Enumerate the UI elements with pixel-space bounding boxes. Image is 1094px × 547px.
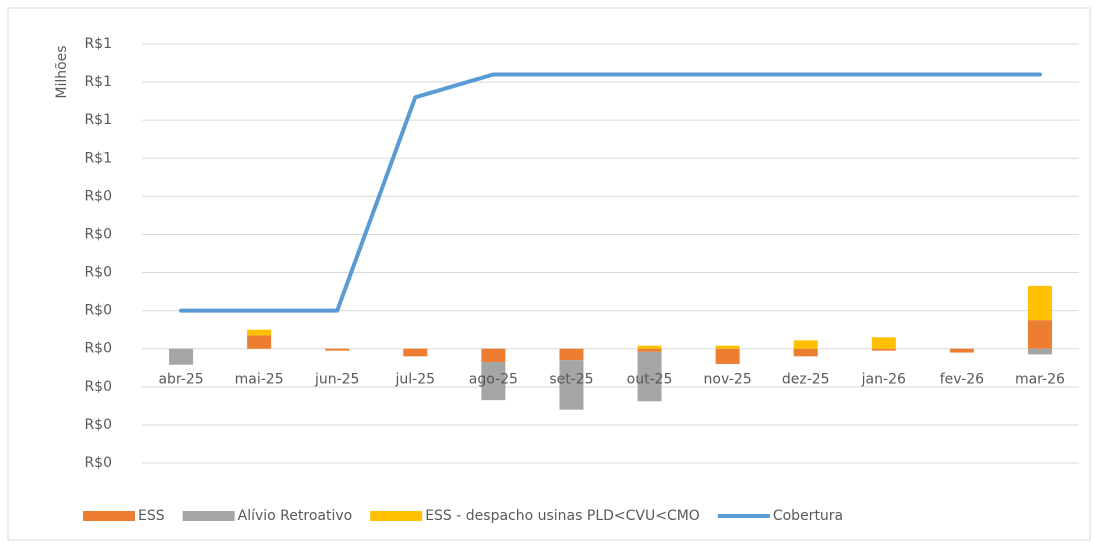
bar: [637, 345, 662, 349]
bar: [559, 348, 584, 361]
bar: [715, 348, 740, 364]
y-tick-label: R$1: [84, 150, 112, 166]
y-axis-label: Milhões: [54, 45, 70, 98]
bar: [481, 348, 506, 363]
bar: [949, 348, 974, 353]
y-tick-label: R$0: [84, 303, 112, 319]
x-tick-label: mai-25: [235, 372, 284, 388]
line: [179, 72, 1042, 313]
x-tick-label: fev-26: [940, 372, 984, 388]
legend-swatch: [182, 511, 235, 521]
bar: [559, 360, 584, 410]
x-tick-label: dez-25: [782, 372, 830, 388]
y-tick-label: R$1: [84, 36, 112, 52]
bar: [325, 348, 350, 351]
legend-label: Cobertura: [773, 508, 843, 524]
x-tick-label: out-25: [627, 372, 673, 388]
bar: [403, 348, 428, 357]
bar: [793, 348, 818, 357]
y-tick-label: R$0: [84, 265, 112, 281]
legend-label: ESS - despacho usinas PLD<CVU<CMO: [425, 508, 700, 524]
legend-swatch: [370, 511, 423, 521]
x-tick-label: jul-25: [395, 372, 436, 388]
bar: [715, 345, 740, 349]
y-tick-label: R$0: [84, 455, 112, 471]
bar: [637, 351, 662, 402]
y-tick-label: R$1: [84, 74, 112, 90]
y-tick-label: R$0: [84, 379, 112, 395]
x-tick-label: jan-26: [861, 372, 906, 388]
x-tick-label: jun-25: [314, 372, 360, 388]
y-tick-label: R$0: [84, 341, 112, 357]
bar: [1027, 348, 1052, 355]
x-tick-label: nov-25: [704, 372, 752, 388]
bar: [637, 348, 662, 352]
y-tick-label: R$0: [84, 188, 112, 204]
bar: [1027, 285, 1052, 321]
bar: [247, 329, 272, 336]
chart-frame: [7, 7, 1091, 541]
bar: [169, 348, 194, 365]
bar: [871, 348, 896, 351]
y-tick-label: R$0: [84, 417, 112, 433]
bar: [871, 337, 896, 349]
x-tick-label: ago-25: [469, 372, 518, 388]
y-tick-label: R$1: [84, 112, 112, 128]
x-tick-label: abr-25: [158, 372, 203, 388]
bar: [1027, 320, 1052, 349]
bar: [247, 335, 272, 349]
bar: [481, 362, 506, 401]
bar: [793, 340, 818, 349]
y-tick-label: R$0: [84, 226, 112, 242]
legend-label: Alívio Retroativo: [238, 508, 353, 524]
legend-label: ESS: [138, 508, 165, 524]
x-tick-label: set-25: [549, 372, 593, 388]
legend-swatch: [83, 511, 135, 521]
x-tick-label: mar-26: [1015, 372, 1065, 388]
